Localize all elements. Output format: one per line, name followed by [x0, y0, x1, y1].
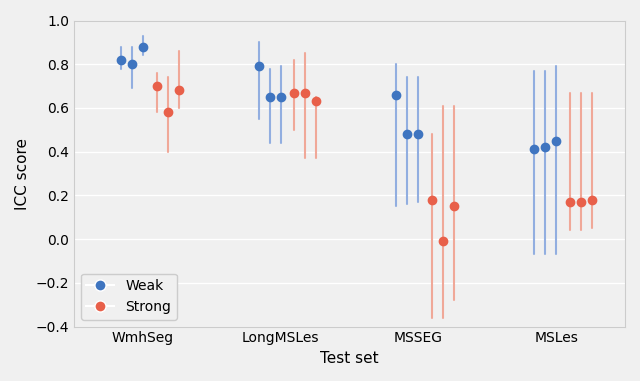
X-axis label: Test set: Test set	[320, 351, 379, 366]
Y-axis label: ICC score: ICC score	[15, 138, 30, 210]
Legend: Weak, Strong: Weak, Strong	[81, 274, 177, 320]
